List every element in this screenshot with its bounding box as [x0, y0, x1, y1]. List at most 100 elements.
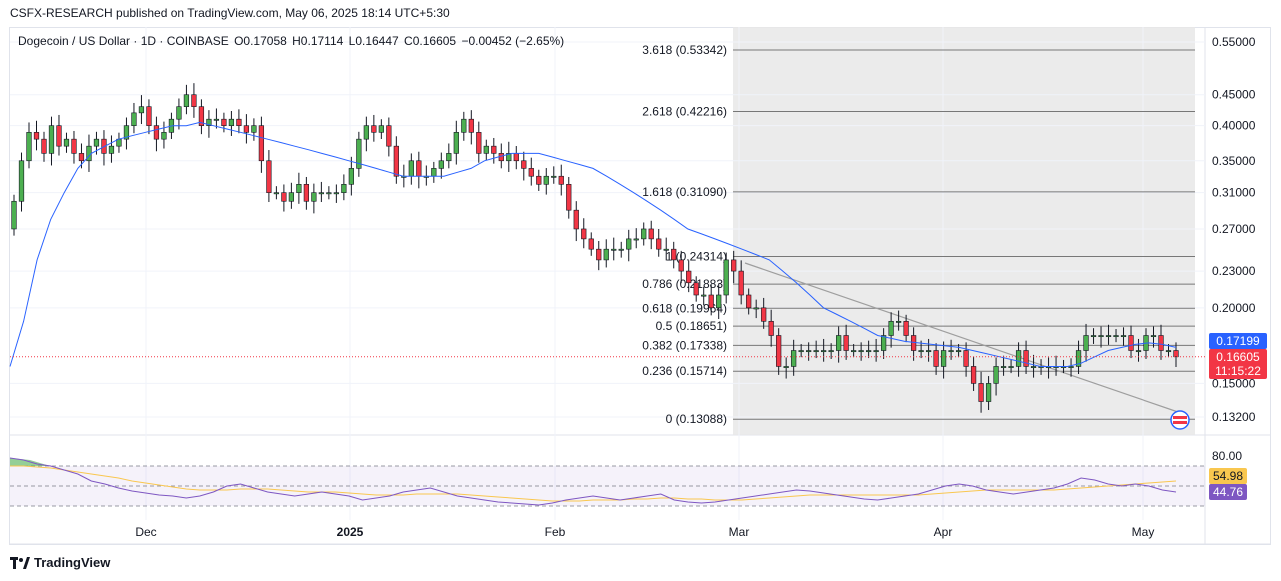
x-tick-label: Mar — [729, 525, 750, 539]
candle-body — [903, 320, 909, 336]
candle-body — [813, 350, 819, 353]
candle-body — [1015, 350, 1022, 367]
candle-body — [588, 238, 594, 250]
y-tick-label: 0.31000 — [1212, 186, 1256, 200]
x-tick-label: Dec — [135, 525, 156, 539]
y-tick-label: 0.20000 — [1212, 301, 1256, 315]
candle-body — [318, 192, 324, 195]
candle-body — [993, 366, 999, 384]
fib-level-label: 0.786 (0.21883) — [642, 277, 727, 291]
candle-body — [581, 228, 587, 240]
candle-body — [678, 259, 684, 272]
y-tick-label: 0.35000 — [1212, 154, 1256, 168]
candle-body — [378, 125, 384, 133]
candle-body — [33, 132, 40, 140]
candle-body — [836, 335, 842, 351]
candle-body — [1113, 335, 1119, 338]
candle-body — [71, 138, 77, 154]
candle-body — [851, 350, 857, 353]
trendline — [744, 262, 1179, 413]
candle-body — [873, 350, 879, 353]
y-tick-label: 0.40000 — [1212, 119, 1256, 133]
candle-body — [558, 175, 564, 185]
candle-body — [266, 160, 272, 193]
candle-body — [888, 320, 894, 336]
candle-body — [746, 294, 752, 309]
candle-body — [18, 160, 25, 202]
y-tick-label: 0.45000 — [1212, 88, 1256, 102]
candle-body — [940, 350, 947, 367]
candle-body — [566, 184, 572, 211]
candle-body — [206, 118, 212, 126]
candle-body — [213, 118, 220, 121]
candle-body — [925, 350, 932, 353]
fib-level-label: 0 (0.13088) — [666, 412, 727, 426]
x-tick-label: Apr — [934, 525, 953, 539]
candle-body — [438, 160, 444, 169]
candle-body — [476, 132, 482, 154]
candle-body — [26, 132, 32, 162]
candle-body — [1135, 350, 1142, 353]
candle-body — [453, 132, 459, 154]
last-price-value: 0.16605 — [1216, 350, 1260, 364]
brand-name: TradingView — [34, 555, 111, 570]
candle-body — [506, 153, 512, 162]
candle-body — [970, 366, 977, 384]
candle-body — [408, 160, 414, 177]
tradingview-logo-icon — [10, 556, 30, 569]
candle-body — [333, 192, 339, 195]
candle-body — [153, 125, 160, 140]
legend-low: L0.16447 — [348, 34, 399, 48]
candle-body — [738, 270, 744, 296]
candle-body — [56, 125, 62, 147]
candle-body — [708, 294, 714, 309]
candle-body — [963, 350, 969, 367]
candle-body — [671, 248, 677, 261]
candle-body — [806, 350, 812, 353]
fib-level-label: 0.618 (0.19964) — [642, 301, 727, 315]
candle-body — [768, 320, 774, 336]
tradingview-brand[interactable]: TradingView — [10, 555, 110, 570]
candle-body — [761, 307, 767, 322]
candle-body — [273, 192, 280, 195]
candle-body — [303, 184, 309, 202]
candle-body — [828, 350, 834, 353]
candle-body — [446, 153, 452, 162]
candle-body — [1150, 335, 1157, 338]
moving-average-line — [9, 121, 1177, 367]
candle-body — [648, 228, 654, 240]
candle-body — [371, 125, 377, 133]
legend-symbol: Dogecoin / US Dollar · 1D · COINBASE — [18, 34, 229, 48]
candle-body — [603, 248, 609, 261]
fib-level-label: 0.5 (0.18651) — [656, 319, 727, 333]
publisher-caption: CSFX-RESEARCH published on TradingView.c… — [10, 6, 450, 20]
candle-body — [1008, 366, 1014, 368]
candle-body — [521, 160, 527, 169]
candle-body — [416, 160, 422, 177]
candle-body — [341, 184, 347, 193]
candle-body — [1023, 350, 1029, 367]
candle-body — [528, 168, 534, 177]
candle-body — [895, 320, 902, 323]
rsi-tag: 44.76 — [1209, 484, 1247, 500]
candle-body — [243, 125, 250, 133]
x-tick-label: May — [1132, 525, 1155, 539]
candle-body — [723, 259, 729, 296]
candle-body — [108, 145, 115, 154]
candle-body — [461, 118, 467, 133]
candle-body — [386, 125, 392, 147]
legend-close: C0.16605 — [404, 34, 457, 48]
candle-body — [326, 192, 332, 195]
rsi-ma-tag: 54.98 — [1209, 468, 1247, 484]
candle-body — [573, 209, 579, 230]
candle-body — [431, 168, 437, 177]
candle-body — [618, 248, 624, 251]
candle-body — [716, 294, 722, 309]
candle-body — [1068, 366, 1074, 368]
fib-level-label: 0.236 (0.15714) — [642, 364, 727, 378]
candle-body — [491, 145, 497, 154]
fib-level-label: 3.618 (0.53342) — [642, 43, 727, 57]
bar-countdown: 11:15:22 — [1215, 364, 1261, 378]
candle-body — [348, 168, 354, 185]
